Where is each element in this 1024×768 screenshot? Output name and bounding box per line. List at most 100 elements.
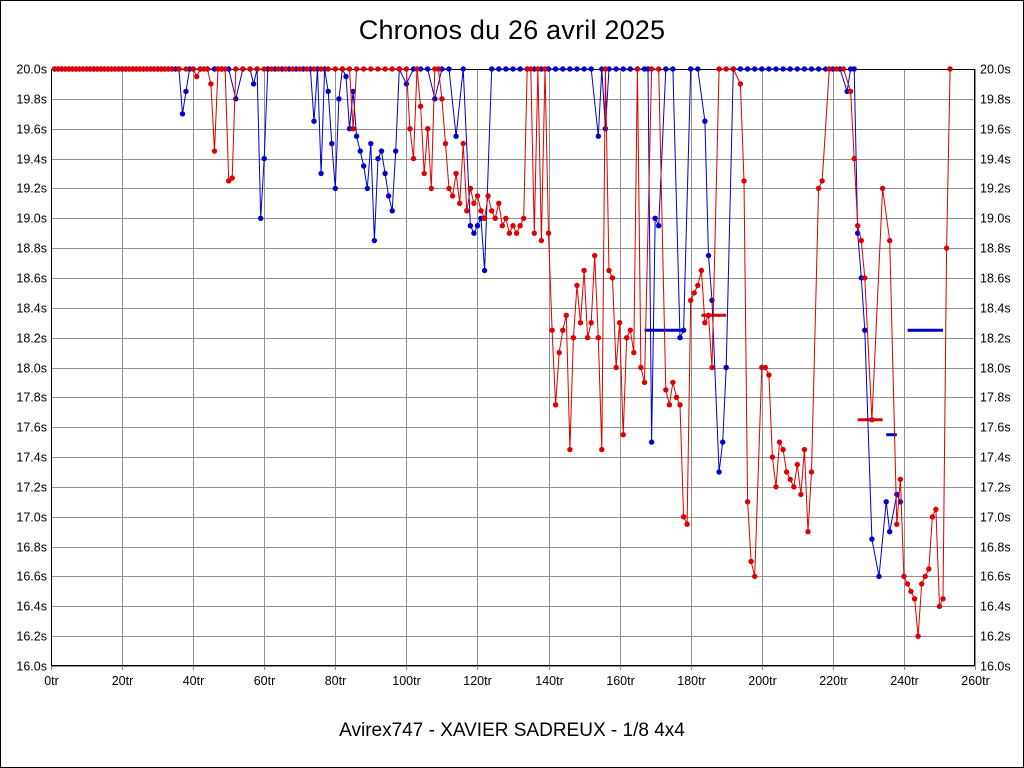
- data-point: [208, 81, 214, 87]
- y-tick-label-right: 19.8s: [980, 93, 1011, 107]
- y-tick-label-right: 19.6s: [980, 123, 1011, 137]
- data-point: [318, 170, 324, 177]
- data-point: [503, 215, 509, 221]
- y-tick-label-right: 17.8s: [980, 391, 1011, 405]
- data-point: [410, 155, 417, 162]
- data-point: [702, 320, 708, 326]
- data-point: [936, 603, 943, 609]
- data-point: [556, 349, 562, 356]
- y-tick-label-left: 16.0s: [16, 660, 47, 674]
- data-point: [478, 208, 484, 214]
- data-point: [254, 66, 260, 72]
- data-point: [762, 364, 768, 371]
- data-point: [371, 237, 378, 244]
- data-point: [691, 290, 697, 296]
- data-point: [805, 529, 811, 535]
- data-point: [393, 148, 399, 154]
- data-point: [446, 66, 452, 72]
- data-point: [684, 521, 690, 527]
- x-tick-label: 40tr: [183, 674, 205, 688]
- data-point: [432, 96, 438, 102]
- data-point: [787, 66, 793, 72]
- data-point: [542, 66, 548, 72]
- y-tick-label-left: 19.6s: [16, 123, 47, 137]
- data-point: [560, 66, 566, 72]
- axis-tick-labels: 20.0s 20.0s 19.8s 19.8s 19.6s 19.6s 19.4s 19.4s…: [16, 63, 1010, 689]
- data-point: [720, 439, 726, 445]
- y-tick-label-right: 19.4s: [980, 153, 1011, 167]
- y-tick-label-right: 16.2s: [980, 630, 1011, 644]
- data-point: [499, 223, 505, 229]
- data-point: [346, 66, 353, 72]
- data-point: [926, 566, 932, 572]
- data-point: [439, 96, 445, 102]
- data-point: [442, 140, 449, 147]
- data-point: [481, 267, 488, 274]
- y-tick-label-left: 19.8s: [16, 93, 47, 107]
- data-point: [723, 66, 729, 72]
- data-point: [780, 446, 786, 453]
- data-point: [403, 66, 410, 72]
- data-point: [606, 267, 612, 274]
- data-point: [609, 275, 616, 281]
- data-point: [705, 312, 712, 318]
- data-point: [361, 66, 367, 72]
- data-point: [517, 223, 523, 229]
- y-tick-label-left: 17.8s: [16, 391, 47, 405]
- y-tick-label-left: 17.2s: [16, 481, 47, 495]
- data-point: [261, 155, 267, 162]
- chart-footer-caption: Avirex747 - XAVIER SADREUX - 1/8 4x4: [339, 720, 685, 741]
- data-point: [616, 320, 623, 326]
- data-point: [297, 66, 303, 72]
- data-point: [389, 66, 395, 72]
- data-point: [744, 66, 751, 72]
- data-point: [567, 446, 573, 453]
- y-tick-label-left: 16.4s: [16, 600, 47, 614]
- data-point: [908, 588, 914, 595]
- data-point: [268, 66, 274, 72]
- y-tick-label-left: 18.4s: [16, 302, 47, 316]
- data-point: [584, 335, 591, 341]
- data-point: [613, 66, 619, 72]
- data-point: [723, 364, 729, 371]
- data-point: [332, 185, 338, 192]
- data-point: [528, 66, 534, 72]
- data-point: [563, 312, 569, 318]
- data-point: [435, 66, 442, 72]
- data-point: [933, 506, 939, 512]
- data-point: [624, 335, 630, 341]
- data-point: [545, 230, 552, 236]
- x-tick-label: 120tr: [463, 674, 492, 688]
- data-point: [922, 573, 928, 580]
- data-point: [329, 140, 335, 147]
- y-tick-label-right: 18.4s: [980, 302, 1011, 316]
- data-point: [680, 327, 687, 333]
- y-tick-label-left: 16.6s: [16, 570, 47, 584]
- data-point: [531, 230, 537, 236]
- y-tick-label-right: 18.8s: [980, 242, 1011, 256]
- data-point: [503, 66, 509, 72]
- data-point: [947, 66, 953, 72]
- y-tick-label-left: 16.2s: [16, 630, 47, 644]
- data-point: [670, 379, 676, 386]
- y-tick-label-right: 18.0s: [980, 362, 1011, 376]
- data-point: [879, 185, 886, 192]
- data-point: [773, 484, 779, 490]
- data-point: [353, 66, 360, 72]
- data-point: [489, 208, 495, 214]
- data-point: [361, 163, 367, 169]
- data-point: [897, 476, 904, 483]
- y-tick-label-right: 17.6s: [980, 421, 1011, 435]
- y-tick-label-right: 17.0s: [980, 511, 1011, 525]
- data-point: [318, 66, 324, 72]
- data-point: [460, 140, 466, 147]
- x-tick-label: 140tr: [535, 674, 564, 688]
- data-point: [485, 193, 491, 199]
- x-tick-label: 180tr: [677, 674, 706, 688]
- data-point: [425, 126, 431, 132]
- data-point: [577, 320, 584, 326]
- data-point: [709, 364, 715, 371]
- data-point: [510, 223, 516, 229]
- data-point: [425, 66, 431, 72]
- y-tick-label-left: 18.8s: [16, 242, 47, 256]
